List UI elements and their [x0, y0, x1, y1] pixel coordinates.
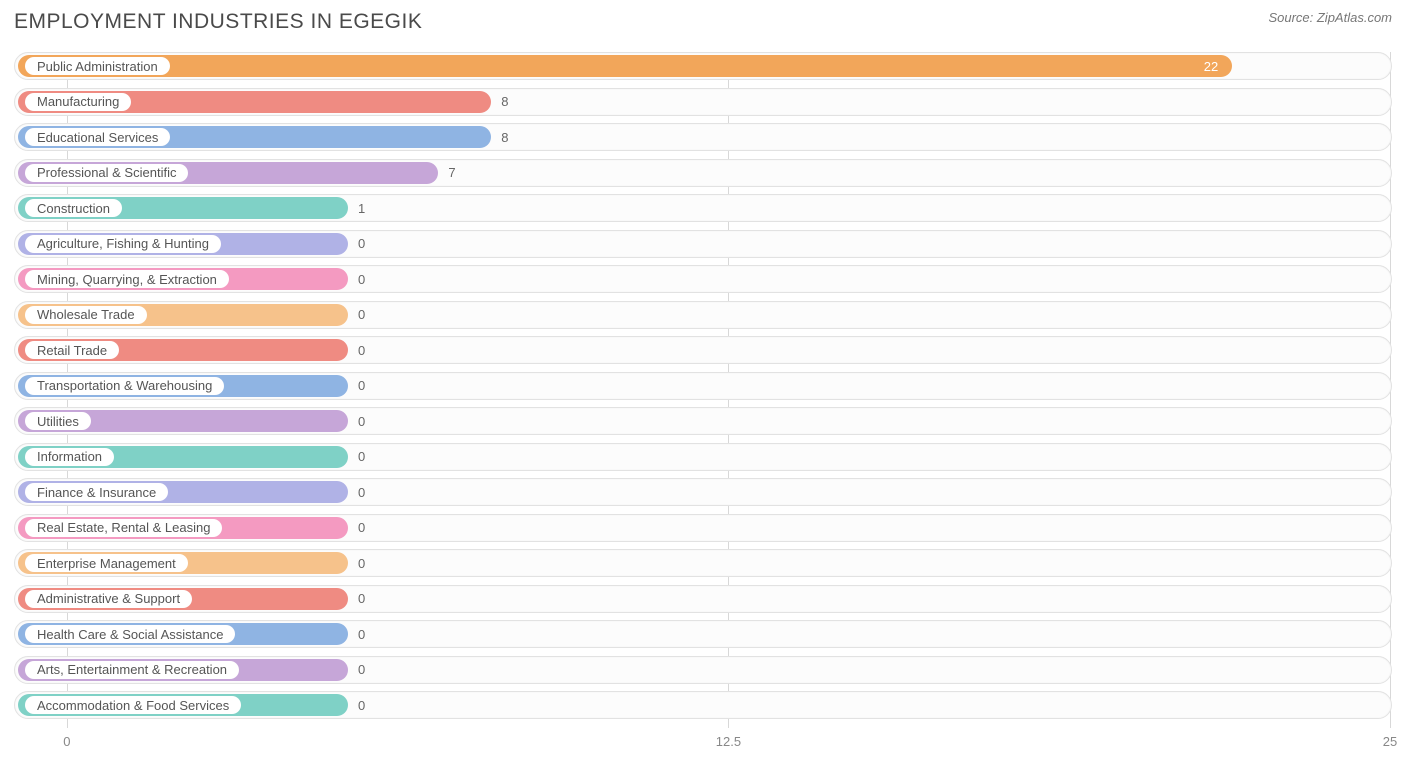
- bar-row: Construction 1: [14, 194, 1392, 222]
- bar-value-label: 0: [358, 444, 365, 470]
- bar-row: Finance & Insurance 0: [14, 478, 1392, 506]
- bar-label-pill: Accommodation & Food Services: [25, 696, 241, 714]
- bar-value-label: 0: [358, 302, 365, 328]
- bar-value-label: 1: [358, 195, 365, 221]
- bar-label-pill: Administrative & Support: [25, 590, 192, 608]
- bar-label-pill: Real Estate, Rental & Leasing: [25, 519, 222, 537]
- bar-value-label: 0: [358, 337, 365, 363]
- bar-row: Agriculture, Fishing & Hunting 0: [14, 230, 1392, 258]
- chart-title: EMPLOYMENT INDUSTRIES IN EGEGIK: [14, 10, 422, 34]
- bar-label-pill: Public Administration: [25, 57, 170, 75]
- bar-row: Retail Trade 0: [14, 336, 1392, 364]
- bar-label-pill: Health Care & Social Assistance: [25, 625, 235, 643]
- bar-label-pill: Manufacturing: [25, 93, 131, 111]
- bar-value-label: 0: [358, 515, 365, 541]
- x-axis: 012.525: [14, 732, 1392, 752]
- axis-tick: 25: [1383, 734, 1397, 749]
- bar-label-pill: Retail Trade: [25, 341, 119, 359]
- bar-label-pill: Arts, Entertainment & Recreation: [25, 661, 239, 679]
- bar-label-pill: Enterprise Management: [25, 554, 188, 572]
- bar-value-label: 0: [358, 479, 365, 505]
- bar-value-label: 0: [358, 408, 365, 434]
- axis-tick: 0: [63, 734, 70, 749]
- bar-row: Manufacturing 8: [14, 88, 1392, 116]
- bar-value-label: 8: [501, 124, 508, 150]
- bar-value-label: 0: [358, 373, 365, 399]
- bar-label-pill: Transportation & Warehousing: [25, 377, 224, 395]
- chart-area: Public Administration22Manufacturing8Edu…: [14, 52, 1392, 752]
- bar-row: Mining, Quarrying, & Extraction 0: [14, 265, 1392, 293]
- bar-label-pill: Wholesale Trade: [25, 306, 147, 324]
- bar-label-pill: Professional & Scientific: [25, 164, 188, 182]
- bar-row: Utilities 0: [14, 407, 1392, 435]
- bars-container: Public Administration22Manufacturing8Edu…: [14, 52, 1392, 719]
- bar-value-label: 0: [358, 231, 365, 257]
- bar-label-pill: Mining, Quarrying, & Extraction: [25, 270, 229, 288]
- bar-row: Administrative & Support 0: [14, 585, 1392, 613]
- bar-row: Accommodation & Food Services 0: [14, 691, 1392, 719]
- bar-value-label: 0: [358, 550, 365, 576]
- bar-row: Information 0: [14, 443, 1392, 471]
- bar-label-pill: Utilities: [25, 412, 91, 430]
- bar-value-label: 7: [448, 160, 455, 186]
- bar-row: Professional & Scientific 7: [14, 159, 1392, 187]
- bar-row: Arts, Entertainment & Recreation 0: [14, 656, 1392, 684]
- bar-fill: [18, 55, 1232, 77]
- bar-row: Transportation & Warehousing 0: [14, 372, 1392, 400]
- bar-label-pill: Information: [25, 448, 114, 466]
- bar-row: Public Administration 22: [14, 52, 1392, 80]
- bar-row: Enterprise Management 0: [14, 549, 1392, 577]
- chart-source: Source: ZipAtlas.com: [1268, 10, 1392, 25]
- bar-row: Real Estate, Rental & Leasing 0: [14, 514, 1392, 542]
- chart-header: EMPLOYMENT INDUSTRIES IN EGEGIK Source: …: [14, 10, 1392, 34]
- bar-label-pill: Agriculture, Fishing & Hunting: [25, 235, 221, 253]
- bar-value-label: 8: [501, 89, 508, 115]
- bar-row: Health Care & Social Assistance 0: [14, 620, 1392, 648]
- bar-value-label: 22: [1204, 53, 1218, 79]
- axis-tick: 12.5: [716, 734, 741, 749]
- bar-value-label: 0: [358, 586, 365, 612]
- bar-row: Wholesale Trade 0: [14, 301, 1392, 329]
- bar-value-label: 0: [358, 692, 365, 718]
- bar-label-pill: Construction: [25, 199, 122, 217]
- bar-value-label: 0: [358, 266, 365, 292]
- bar-label-pill: Educational Services: [25, 128, 170, 146]
- bar-label-pill: Finance & Insurance: [25, 483, 168, 501]
- bar-row: Educational Services 8: [14, 123, 1392, 151]
- bar-value-label: 0: [358, 621, 365, 647]
- bar-value-label: 0: [358, 657, 365, 683]
